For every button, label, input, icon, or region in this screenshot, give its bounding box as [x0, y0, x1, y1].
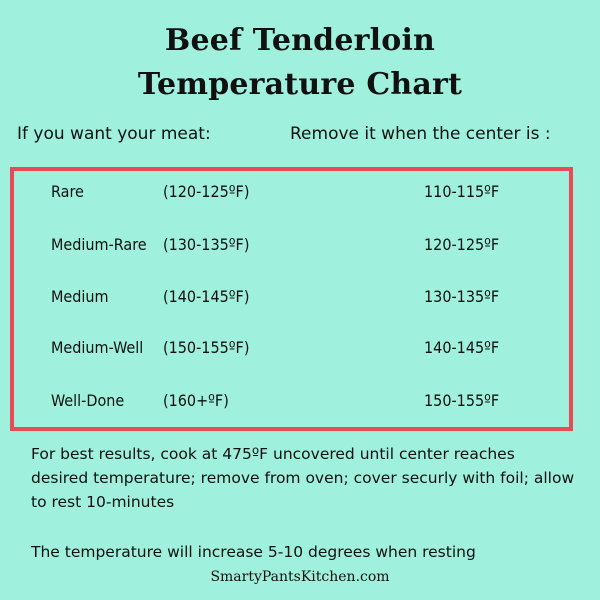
remove-temperature: 140-145ºF	[424, 338, 500, 357]
temperature-table-frame: Rare (120-125ºF) 110-115ºF Medium-Rare (…	[10, 167, 573, 431]
target-temperature-range: (150-155ºF)	[163, 338, 250, 357]
remove-temperature: 110-115ºF	[424, 182, 500, 201]
remove-temperature: 130-135ºF	[424, 287, 500, 306]
cooking-instructions-note: For best results, cook at 475ºF uncovere…	[31, 445, 575, 511]
target-temperature-range: (160+ºF)	[163, 391, 229, 410]
column-header-remove-temperature: Remove it when the center is :	[290, 124, 551, 144]
doneness-label: Medium-Rare	[51, 235, 147, 254]
doneness-label: Rare	[51, 182, 84, 201]
site-credit: SmartyPantsKitchen.com	[210, 569, 390, 585]
remove-temperature: 120-125ºF	[424, 235, 500, 254]
target-temperature-range: (140-145ºF)	[163, 287, 250, 306]
doneness-label: Medium	[51, 287, 109, 306]
resting-note: The temperature will increase 5-10 degre…	[31, 543, 476, 561]
chart-title-line-2: Temperature Chart	[137, 67, 463, 102]
chart-title-line-1: Beef Tenderloin	[164, 23, 436, 58]
target-temperature-range: (120-125ºF)	[163, 182, 250, 201]
target-temperature-range: (130-135ºF)	[163, 235, 250, 254]
column-header-doneness: If you want your meat:	[17, 124, 211, 144]
doneness-label: Well-Done	[51, 391, 125, 410]
remove-temperature: 150-155ºF	[424, 391, 500, 410]
doneness-label: Medium-Well	[51, 338, 144, 357]
